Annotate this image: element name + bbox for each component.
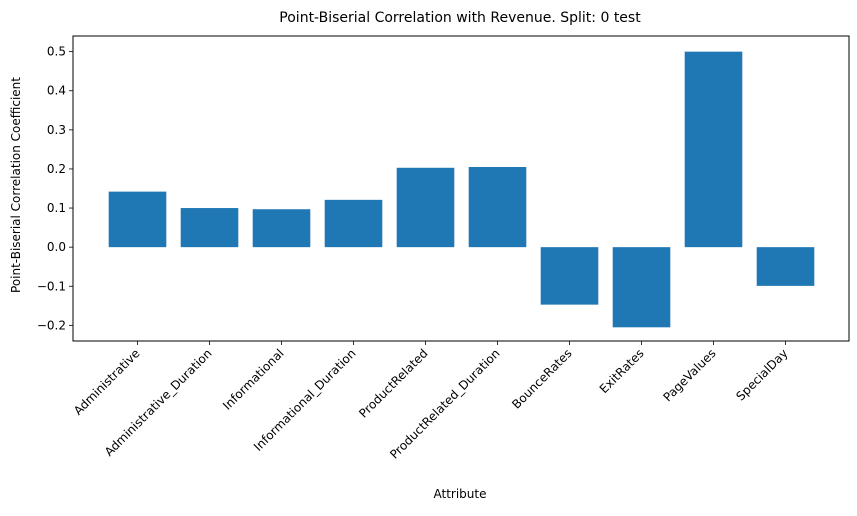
y-tick-label: 0.3 (47, 123, 66, 137)
bar-productrelated-duration (468, 166, 527, 248)
x-tick-label: PageValues (660, 346, 718, 404)
bar-specialday (756, 247, 815, 286)
x-tick-label: SpecialDay (733, 346, 790, 403)
y-tick-label: 0.4 (47, 84, 66, 98)
bar-informational (252, 209, 311, 248)
bar-administrative-duration (180, 208, 239, 248)
y-axis-label: Point-Biserial Correlation Coefficient (9, 77, 23, 293)
x-tick-label: ExitRates (597, 346, 647, 396)
bar-exitrates (612, 247, 671, 328)
y-tick-label: −0.2 (37, 318, 66, 332)
y-tick-label: −0.1 (37, 279, 66, 293)
bar-bouncerates (540, 247, 599, 305)
chart-title: Point-Biserial Correlation with Revenue.… (279, 10, 641, 26)
bar-informational-duration (324, 199, 383, 248)
plot-frame (72, 35, 850, 342)
y-tick-label: 0.5 (47, 45, 66, 59)
y-axis: −0.2 −0.1 0.0 0.1 0.2 0.3 0.4 0.5 (37, 45, 73, 332)
y-tick-label: 0.2 (47, 162, 66, 176)
bar-pagevalues (684, 51, 743, 248)
y-tick-label: 0.1 (47, 201, 66, 215)
x-tick-label: Informational (220, 346, 287, 413)
bars-layer (108, 51, 815, 328)
bar-productrelated (396, 167, 455, 248)
x-tick-label: ProductRelated (356, 346, 430, 420)
x-tick-label: BounceRates (509, 346, 574, 411)
y-tick-label: 0.0 (47, 240, 66, 254)
x-axis-label: Attribute (434, 487, 487, 501)
x-tick-label: Administrative (71, 346, 143, 418)
bar-administrative (108, 191, 167, 248)
